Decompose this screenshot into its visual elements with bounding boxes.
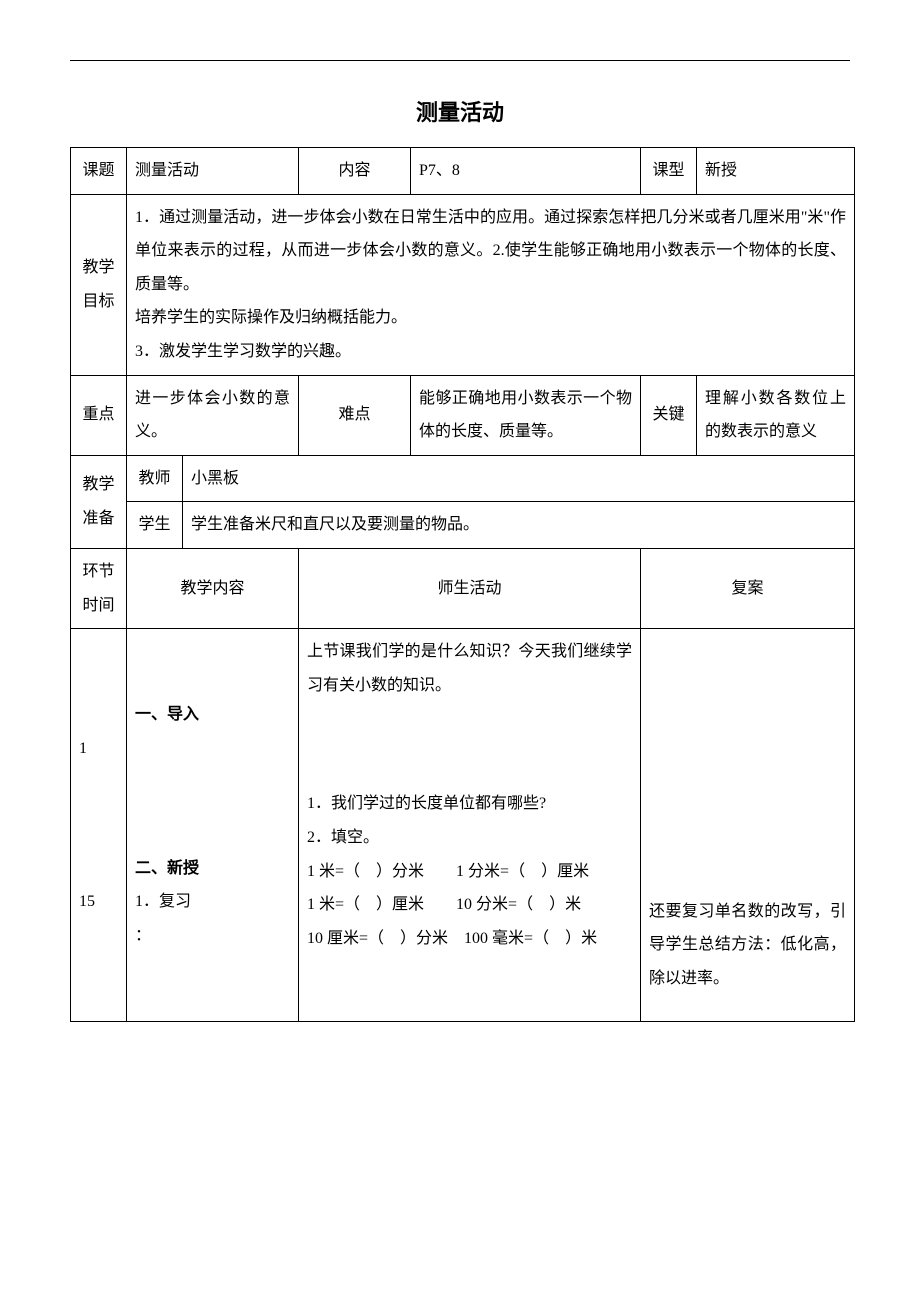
activity-2-l4: 1 米=（ ）厘米 10 分米=（ ）米 (307, 888, 632, 922)
time-1: 1 (79, 732, 118, 766)
section-2-head: 二、新授 (135, 852, 290, 886)
section-2-sub2: ： (135, 919, 290, 953)
label-goals: 教学目标 (71, 194, 127, 375)
label-content: 内容 (299, 148, 411, 195)
label-teacher: 教师 (127, 455, 183, 502)
cell-note: 还要复习单名数的改写，引导学生总结方法：低化高，除以进率。 (641, 629, 855, 1022)
header-activity: 师生活动 (299, 548, 641, 628)
label-keypoint: 重点 (71, 375, 127, 455)
activity-2-l3: 1 米=（ ）分米 1 分米=（ ）厘米 (307, 855, 632, 889)
cell-teach-content: 一、导入 二、新授 1．复习 ： (127, 629, 299, 1022)
activity-1: 上节课我们学的是什么知识？今天我们继续学习有关小数的知识。 (307, 635, 632, 702)
cell-activity: 上节课我们学的是什么知识？今天我们继续学习有关小数的知识。 1．我们学过的长度单… (299, 629, 641, 1022)
label-student: 学生 (127, 502, 183, 549)
header-content: 教学内容 (127, 548, 299, 628)
time-2: 15 (79, 885, 118, 919)
label-difficulty: 难点 (299, 375, 411, 455)
section-1-head: 一、导入 (135, 698, 290, 732)
value-student: 学生准备米尺和直尺以及要测量的物品。 (183, 502, 855, 549)
label-topic: 课题 (71, 148, 127, 195)
row-body: 1 15 一、导入 二、新授 1．复习 ： 上节课我们学的是什么知识？今天我们继… (71, 629, 855, 1022)
value-goals: 1．通过测量活动，进一步体会小数在日常生活中的应用。通过探索怎样把几分米或者几厘… (127, 194, 855, 375)
row-prep-teacher: 教学准备 教师 小黑板 (71, 455, 855, 502)
label-prep: 教学准备 (71, 455, 127, 548)
value-topic: 测量活动 (127, 148, 299, 195)
value-keypoint: 进一步体会小数的意义。 (127, 375, 299, 455)
note-text: 还要复习单名数的改写，引导学生总结方法：低化高，除以进率。 (649, 895, 846, 996)
activity-2-l1: 1．我们学过的长度单位都有哪些? (307, 787, 632, 821)
lesson-table: 课题 测量活动 内容 P7、8 课型 新授 教学目标 1．通过测量活动，进一步体… (70, 147, 855, 1022)
label-crux: 关键 (641, 375, 697, 455)
section-2-sub1: 1．复习 (135, 885, 290, 919)
row-goals: 教学目标 1．通过测量活动，进一步体会小数在日常生活中的应用。通过探索怎样把几分… (71, 194, 855, 375)
row-topic: 课题 测量活动 内容 P7、8 课型 新授 (71, 148, 855, 195)
label-type: 课型 (641, 148, 697, 195)
row-headers: 环节时间 教学内容 师生活动 复案 (71, 548, 855, 628)
row-prep-student: 学生 学生准备米尺和直尺以及要测量的物品。 (71, 502, 855, 549)
top-divider (70, 60, 850, 61)
activity-2-l5: 10 厘米=（ ）分米 100 毫米=（ ）米 (307, 922, 632, 956)
row-focus: 重点 进一步体会小数的意义。 难点 能够正确地用小数表示一个物体的长度、质量等。… (71, 375, 855, 455)
activity-2-l2: 2．填空。 (307, 821, 632, 855)
value-difficulty: 能够正确地用小数表示一个物体的长度、质量等。 (411, 375, 641, 455)
value-crux: 理解小数各数位上的数表示的意义 (697, 375, 855, 455)
cell-time: 1 15 (71, 629, 127, 1022)
header-note: 复案 (641, 548, 855, 628)
value-teacher: 小黑板 (183, 455, 855, 502)
header-segment: 环节时间 (71, 548, 127, 628)
value-content: P7、8 (411, 148, 641, 195)
value-type: 新授 (697, 148, 855, 195)
page-title: 测量活动 (70, 95, 850, 127)
